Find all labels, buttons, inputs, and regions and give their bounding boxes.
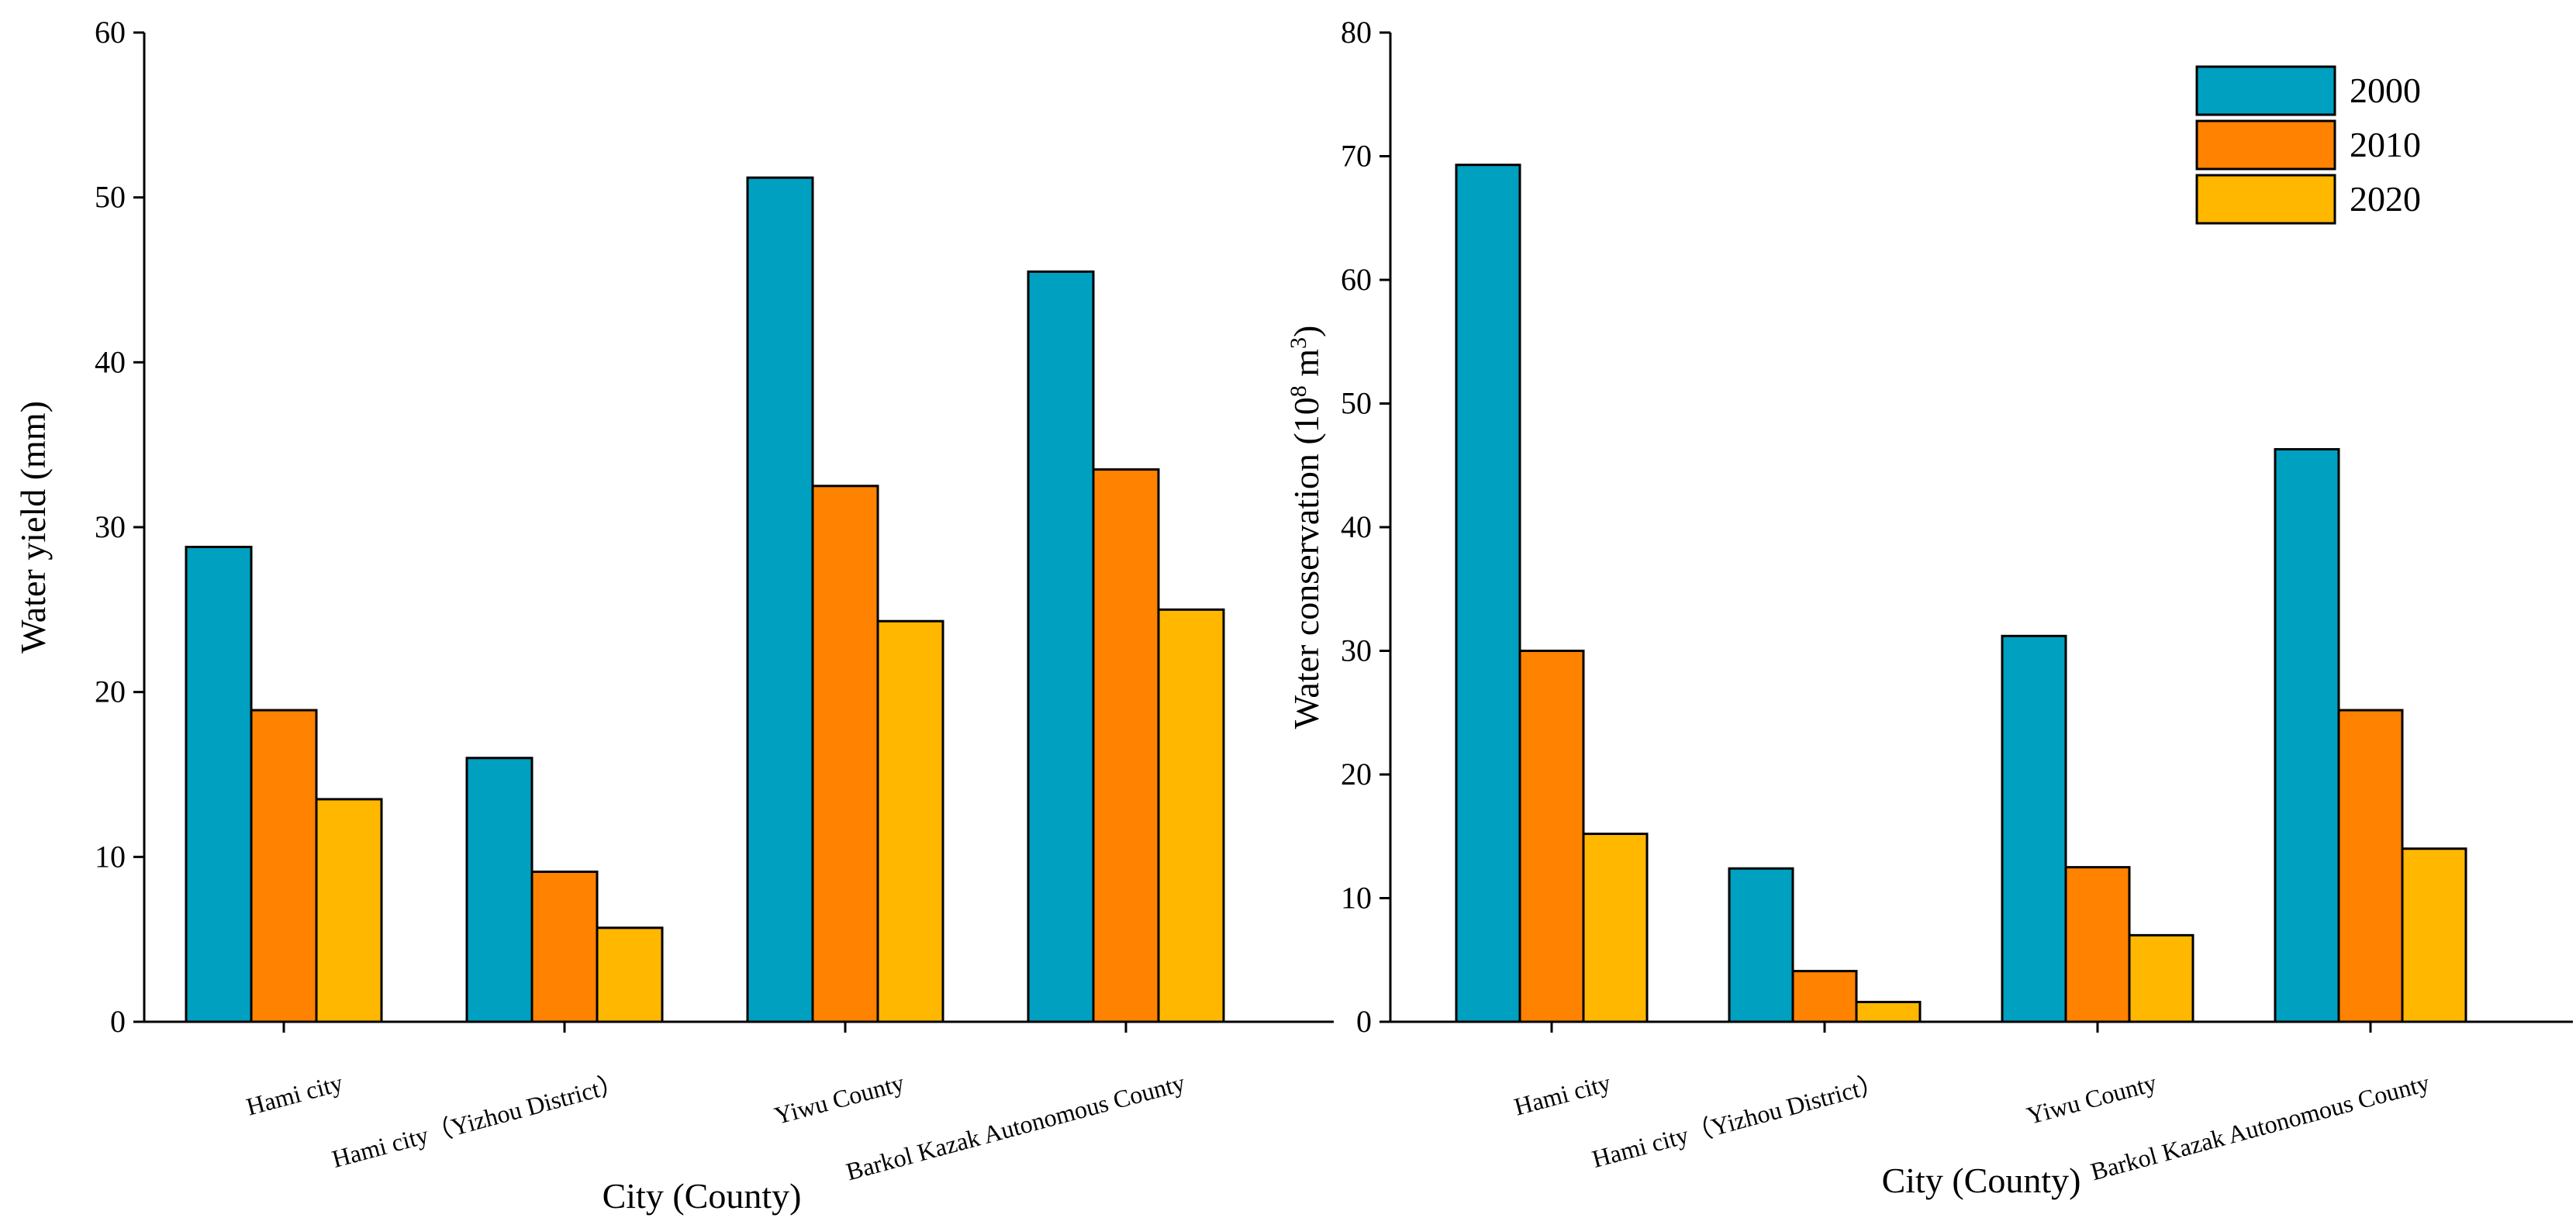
bar-2000-3 xyxy=(2001,634,2067,1023)
bar-2010-3 xyxy=(811,485,879,1023)
bar-2020-3 xyxy=(2128,933,2194,1023)
category-label: Hami city（Yizhou District） xyxy=(329,1068,627,1173)
y-tick-label: 0 xyxy=(110,1004,126,1039)
legend-label-2000: 2000 xyxy=(2350,71,2421,110)
category-label: Hami city（Yizhou District） xyxy=(1589,1068,1887,1173)
bar-2000-2 xyxy=(1728,867,1794,1023)
bar-2000-4 xyxy=(1027,270,1095,1023)
bar-2010-3 xyxy=(2064,866,2131,1023)
y-tick-label: 60 xyxy=(95,15,126,50)
bar-2010-1 xyxy=(250,709,318,1023)
bar-2020-2 xyxy=(1855,1000,1922,1023)
water-yield-x-axis-title: City (County) xyxy=(603,1176,802,1216)
category-label: Hami city xyxy=(1511,1068,1614,1121)
bar-2000-1 xyxy=(1455,164,1521,1023)
water-conservation-x-axis-title: City (County) xyxy=(1882,1161,2081,1200)
water-yield-y-ticks: 0 10 20 30 40 50 60 xyxy=(95,15,1127,1039)
bar-2000-1 xyxy=(185,546,253,1023)
bar-2000-2 xyxy=(465,757,534,1023)
bar-2010-2 xyxy=(530,870,599,1023)
y-tick-label: 40 xyxy=(1341,509,1372,544)
y-tick-label: 60 xyxy=(1341,262,1372,297)
y-tick-label: 50 xyxy=(1341,386,1372,421)
category-label: Yiwu County xyxy=(772,1068,907,1130)
y-tick-label: 20 xyxy=(95,674,126,709)
bar-2020-4 xyxy=(1157,608,1225,1023)
bar-2010-4 xyxy=(1092,468,1160,1023)
legend: 2000 2010 2020 xyxy=(2195,65,2421,225)
y-tick-label: 80 xyxy=(1341,15,1372,50)
legend-label-2010: 2010 xyxy=(2350,125,2421,164)
water-conservation-y-axis-title: Water conservation (108 m3) xyxy=(1286,326,1327,730)
bar-2000-4 xyxy=(2274,448,2340,1023)
y-tick-label: 70 xyxy=(1341,139,1372,174)
bar-2010-4 xyxy=(2337,709,2404,1023)
bar-2020-1 xyxy=(315,798,383,1023)
water-conservation-bars xyxy=(1455,164,2467,1023)
bar-2020-2 xyxy=(596,926,664,1023)
y-tick-label: 40 xyxy=(95,344,126,379)
y-tick-label: 50 xyxy=(95,180,126,215)
water-conservation-y-ticks: 0 10 20 30 40 50 60 70 80 xyxy=(1341,15,2372,1039)
y-tick-label: 30 xyxy=(1341,633,1372,668)
y-tick-label: 10 xyxy=(1341,881,1372,916)
y-tick-label: 30 xyxy=(95,509,126,544)
legend-label-2020: 2020 xyxy=(2350,179,2421,219)
water-yield-y-axis-title: Water yield (mm) xyxy=(13,401,53,654)
y-tick-label: 20 xyxy=(1341,757,1372,792)
bar-2020-4 xyxy=(2401,847,2467,1023)
bar-2010-1 xyxy=(1518,650,1585,1023)
water-yield-bars xyxy=(185,176,1225,1023)
bar-2010-2 xyxy=(1791,970,1858,1023)
legend-swatch-2020 xyxy=(2195,174,2336,225)
category-label: Yiwu County xyxy=(2024,1068,2160,1130)
bar-2020-3 xyxy=(876,619,944,1023)
y-tick-label: 0 xyxy=(1356,1004,1372,1039)
y-tick-label: 10 xyxy=(95,839,126,874)
bar-2020-1 xyxy=(1582,833,1649,1023)
legend-swatch-2000 xyxy=(2195,65,2336,116)
bar-2000-3 xyxy=(746,176,814,1023)
legend-swatch-2010 xyxy=(2195,119,2336,171)
category-label: Hami city xyxy=(243,1068,346,1121)
